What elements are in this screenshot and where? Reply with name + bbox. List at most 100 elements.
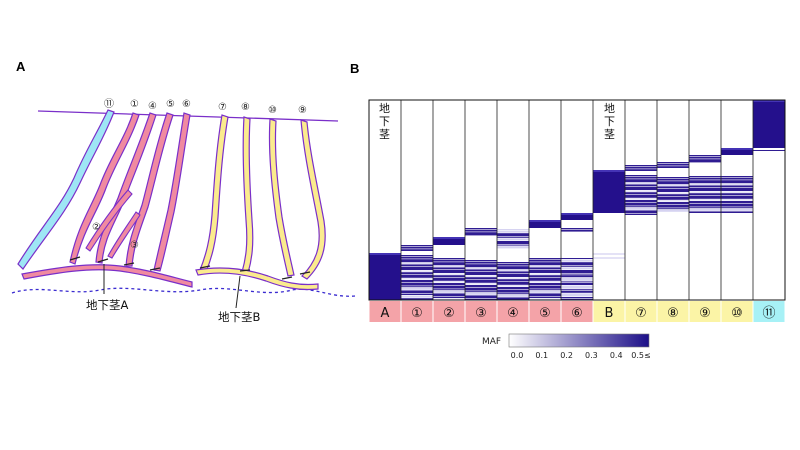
heat-stripe [529,298,561,300]
heat-stripe [497,233,529,237]
heat-block [753,100,785,148]
heat-stripe [401,270,433,272]
heat-stripe [657,184,689,186]
heat-stripe [465,285,497,287]
column-label-bg [593,301,625,322]
heat-stripe [465,295,497,299]
heat-stripe [465,229,497,232]
heat-stripe [529,293,561,297]
heat-stripe [689,183,721,185]
heat-stripe [529,258,561,259]
heat-stripe [657,194,689,197]
column-label: ⑦ [635,306,647,321]
column-label-bg [433,301,465,322]
heat-stripe [529,285,561,289]
heat-stripe [433,270,465,273]
heat-stripe [401,278,433,280]
column-label: ② [443,306,455,321]
heat-stripe [401,264,433,267]
heat-stripe [433,283,465,285]
heat-stripe [465,277,497,280]
heat-stripe [529,270,561,273]
heat-stripe [465,261,497,264]
heat-stripe [465,228,497,229]
maf-title: MAF [482,337,501,347]
culm-7 [199,114,229,273]
heat-stripe [497,287,529,289]
rhizome-b [195,267,319,291]
culm-6 [153,112,191,272]
heat-stripe [721,183,753,185]
column-label-bg [625,301,657,322]
heat-stripe [497,285,529,287]
heat-stripe [689,195,721,199]
heat-stripe [561,285,593,289]
heat-stripe [401,259,433,263]
heat-stripe [433,298,465,300]
heat-stripe [689,156,721,159]
heat-stripe [721,180,753,184]
heat-stripe [561,290,593,293]
heat-stripe [529,265,561,267]
maf-colorbar: MAF 0.0 0.1 0.2 0.3 0.4 0.5≤ [482,333,651,360]
heat-stripe [433,273,465,275]
culm-5 [125,112,174,267]
heat-stripe [401,255,433,256]
column-label: ③ [475,306,487,321]
heat-stripe [401,294,433,295]
heat-stripe [657,192,689,194]
heat-stripe [721,176,753,177]
heat-stripe [721,188,753,191]
heat-stripe [561,265,593,267]
heat-stripe [625,182,657,184]
heat-block-edge [593,170,625,172]
heat-stripe [529,259,561,262]
heat-stripe [657,208,689,210]
heat-stripe [657,202,689,204]
heat-stripe [401,287,433,290]
heat-stripe [657,166,689,168]
maf-tick-label: 0.4 [610,351,623,360]
heat-stripe [689,185,721,188]
maf-gradient [508,333,650,348]
heat-stripe [433,297,465,298]
heat-stripe [497,293,529,295]
heat-stripe [465,279,497,283]
panel-b: B 地下茎 地下茎 A ① ② ③ ④ ⑤ ⑥ B ⑦ ⑧ ⑨ ⑩ ⑪ MAF 0.0 0.1 0.2 0.3… [350,61,786,360]
column-label: ⑧ [667,306,679,321]
heat-stripe [657,163,689,166]
heat-stripe [721,208,753,211]
heat-block-edge [561,213,593,215]
heat-stripe [401,280,433,282]
heat-stripe [465,283,497,285]
culm-label-4: ④ [148,101,157,112]
heat-stripe [721,201,753,203]
culm-2 [85,189,133,252]
heat-stripe [433,275,465,278]
heat-stripe [497,238,529,241]
column-label-bg [529,301,561,322]
heat-stripe [689,155,721,156]
heat-stripe [401,286,433,288]
heat-stripe [529,290,561,293]
rhizome-b-leader [235,275,241,309]
maf-tick-label: 0.5≤ [631,351,650,360]
heat-block-edge [433,237,465,239]
heat-stripe [561,262,593,266]
heat-stripe [401,274,433,278]
heat-stripe [401,245,433,246]
heat-block [433,237,465,245]
heat-stripe [433,290,465,293]
heat-stripe [497,262,529,263]
heat-stripe [689,191,721,193]
culm-label-9: ⑨ [298,105,307,116]
column-label-bg [657,301,689,322]
heat-stripe [497,244,529,246]
heat-stripe [497,246,529,249]
heat-stripe [657,181,689,185]
heat-stripe [433,285,465,289]
heat-stripe [465,291,497,293]
heat-stripe [721,203,753,207]
heat-stripe [625,190,657,192]
heat-stripe [529,277,561,281]
